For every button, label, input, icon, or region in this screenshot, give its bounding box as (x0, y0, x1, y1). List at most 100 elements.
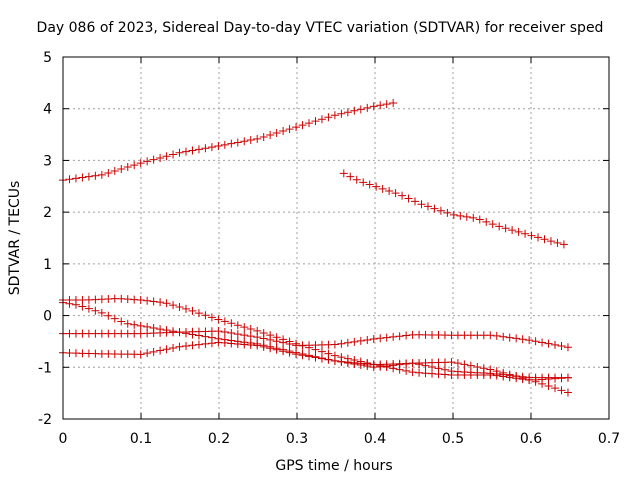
data-point (531, 337, 540, 346)
data-point (214, 315, 223, 324)
data-point (71, 300, 80, 309)
data-point (227, 329, 236, 338)
x-tick-label: 0.5 (442, 431, 464, 447)
data-point (499, 370, 508, 379)
data-point (376, 334, 385, 343)
data-point (214, 327, 223, 336)
data-point (391, 189, 400, 198)
data-point (369, 102, 378, 111)
data-point (434, 364, 443, 373)
data-point (546, 237, 555, 246)
data-point (162, 345, 171, 354)
data-point (65, 175, 74, 184)
data-point (495, 222, 504, 231)
data-point (188, 306, 197, 315)
data-point (279, 338, 288, 347)
data-point (220, 328, 229, 337)
data-point (246, 136, 255, 145)
data-point (227, 339, 236, 348)
data-point (149, 155, 158, 164)
y-tick-label: 2 (43, 205, 52, 221)
data-point (117, 165, 126, 174)
data-point (246, 332, 255, 341)
x-tick-label: 0.4 (364, 431, 386, 447)
data-point (430, 204, 439, 213)
data-point (272, 337, 281, 346)
tick-labels: 0 0.1 0.2 0.3 0.4 0.5 0.6 0.7 -2 -1 0 1 2 3 4 5 (38, 50, 620, 447)
data-point (482, 217, 491, 226)
data-point (175, 148, 184, 157)
data-point (71, 174, 80, 183)
data-point (417, 200, 426, 209)
series-track-5 (59, 327, 572, 352)
data-point (201, 311, 210, 320)
data-point (240, 323, 249, 332)
data-point (382, 100, 391, 109)
data-point (182, 304, 191, 313)
data-point (534, 233, 543, 242)
data-point (279, 347, 288, 356)
data-point (466, 361, 475, 370)
data-point (521, 229, 530, 238)
data-point (411, 197, 420, 206)
data-point (456, 211, 465, 220)
data-point (369, 335, 378, 344)
data-point (143, 157, 152, 166)
data-point (508, 226, 517, 235)
data-point (525, 336, 534, 345)
data-point (201, 144, 210, 153)
y-tick-label: -1 (38, 360, 52, 376)
data-point (540, 235, 549, 244)
data-point (194, 309, 203, 318)
data-point (469, 213, 478, 222)
data-point (311, 353, 320, 362)
data-point (330, 340, 339, 349)
data-point (104, 168, 113, 177)
data-point (298, 351, 307, 360)
data-point (317, 115, 326, 124)
data-point (207, 339, 216, 348)
data-point (214, 142, 223, 151)
y-axis-label: SDTVAR / TECUs (7, 181, 23, 296)
data-point (259, 342, 268, 351)
data-point (143, 296, 152, 305)
data-point (557, 342, 566, 351)
data-point (220, 338, 229, 347)
data-point (266, 344, 275, 353)
data-point (339, 169, 348, 178)
data-point (447, 358, 456, 367)
data-series (59, 99, 572, 397)
data-point (279, 127, 288, 136)
data-point (376, 101, 385, 110)
data-point (499, 332, 508, 341)
data-point (518, 335, 527, 344)
data-point (123, 319, 132, 328)
data-point (207, 313, 216, 322)
data-point (240, 340, 249, 349)
data-point (194, 145, 203, 154)
data-point (253, 134, 262, 143)
data-point (292, 350, 301, 359)
data-point (227, 319, 236, 328)
data-point (330, 356, 339, 365)
data-point (346, 172, 355, 181)
data-point (162, 152, 171, 161)
data-point (423, 202, 432, 211)
x-tick-label: 0.1 (130, 431, 152, 447)
data-point (385, 186, 394, 195)
data-point (266, 130, 275, 139)
data-point (404, 194, 413, 203)
data-point (563, 388, 572, 397)
data-point (233, 138, 242, 147)
data-point (460, 360, 469, 369)
y-tick-label: -2 (38, 412, 52, 428)
data-point (356, 336, 365, 345)
x-tick-label: 0.2 (208, 431, 230, 447)
x-tick-label: 0.6 (520, 431, 542, 447)
data-point (162, 299, 171, 308)
data-point (363, 359, 372, 368)
data-point (421, 361, 430, 370)
grid-lines (63, 57, 609, 419)
data-point (337, 357, 346, 366)
